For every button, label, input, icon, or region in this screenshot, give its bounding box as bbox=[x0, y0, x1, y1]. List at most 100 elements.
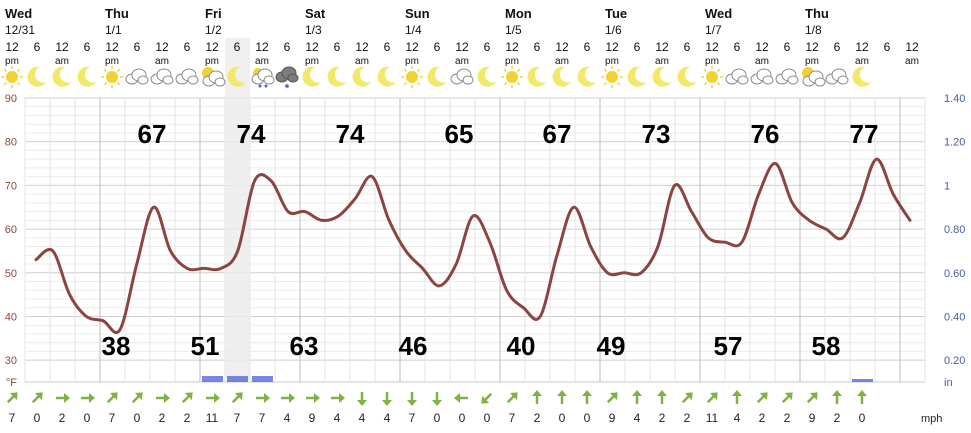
cloudy-icon bbox=[125, 68, 149, 85]
hour-ampm: am bbox=[255, 56, 269, 67]
cloud-part bbox=[287, 73, 299, 83]
cloud-part bbox=[263, 75, 275, 85]
sun-disc bbox=[706, 71, 718, 83]
hour-label: 6 bbox=[34, 40, 41, 54]
wind-arrow-head bbox=[532, 390, 542, 396]
hour-label: 12 bbox=[805, 40, 819, 54]
partly-cloudy-icon bbox=[802, 67, 826, 87]
temperature-line bbox=[34, 157, 912, 334]
wind-arrow-head bbox=[214, 393, 220, 403]
sun-ray bbox=[517, 68, 521, 72]
cloud-part bbox=[837, 75, 849, 85]
wind-speed: 4 bbox=[734, 411, 741, 425]
hour-ampm: am bbox=[755, 56, 769, 67]
wind-arrow-icon bbox=[181, 392, 193, 404]
wind-arrow-icon bbox=[231, 392, 243, 404]
high-temp-label: 74 bbox=[336, 119, 365, 149]
wind-speed: 2 bbox=[759, 411, 766, 425]
moon-icon bbox=[552, 66, 571, 87]
y-tick-right: 0.80 bbox=[944, 224, 965, 236]
cloudy-icon bbox=[175, 68, 199, 85]
hour-labels: 12 pm 6 12 am 6 12 pm 6 12 am 6 12 pm 6 12 am 6 12 pm 6 12 am 6… bbox=[5, 40, 919, 67]
wind-arrow-head bbox=[759, 392, 768, 401]
moon-icon bbox=[652, 66, 671, 87]
cloudy-icon bbox=[150, 68, 174, 85]
moon-icon bbox=[77, 66, 96, 87]
sun-ray bbox=[403, 82, 407, 86]
sun-ray bbox=[717, 82, 721, 86]
cloud-part bbox=[187, 75, 199, 85]
wind-speed: 0 bbox=[84, 411, 91, 425]
moon-icon bbox=[527, 66, 546, 87]
wind-speed: 4 bbox=[384, 411, 391, 425]
cloudy-icon bbox=[725, 68, 749, 85]
sun-ray bbox=[617, 82, 621, 86]
wind-arrow-head bbox=[481, 395, 490, 404]
moon-icon bbox=[577, 66, 596, 87]
wind-arrow-icon bbox=[357, 392, 367, 406]
wind-arrow-icon bbox=[6, 392, 18, 404]
hour-label: 12 bbox=[105, 40, 119, 54]
hour-label: 12 bbox=[555, 40, 569, 54]
wind-speed: 11 bbox=[706, 411, 719, 425]
moon-icon bbox=[477, 66, 496, 87]
wind-arrow-head bbox=[357, 400, 367, 406]
hour-label: 6 bbox=[584, 40, 591, 54]
wind-speed: 0 bbox=[559, 411, 566, 425]
hour-ampm: pm bbox=[305, 56, 319, 67]
hour-label: 12 bbox=[755, 40, 769, 54]
hour-label: 6 bbox=[134, 40, 141, 54]
wind-speed: 2 bbox=[784, 411, 791, 425]
sun-icon bbox=[501, 66, 523, 88]
hour-ampm: am bbox=[655, 56, 669, 67]
hour-label: 6 bbox=[884, 40, 891, 54]
wind-arrow-icon bbox=[256, 393, 270, 403]
sun-ray bbox=[3, 68, 7, 72]
wind-arrow-head bbox=[64, 393, 70, 403]
wind-arrow-icon bbox=[632, 390, 642, 404]
sun-ray bbox=[603, 82, 607, 86]
hour-label: 6 bbox=[484, 40, 491, 54]
y-tick-left: 60 bbox=[5, 224, 17, 236]
day-name: Fri bbox=[205, 6, 222, 21]
wind-arrow-icon bbox=[106, 392, 118, 404]
wind-arrow-icon bbox=[606, 392, 618, 404]
moon-crescent bbox=[52, 66, 71, 87]
moon-crescent bbox=[352, 66, 371, 87]
sun-icon bbox=[401, 66, 423, 88]
wind-speed: 2 bbox=[534, 411, 541, 425]
wind-arrow-icon bbox=[706, 392, 718, 404]
sun-ray bbox=[103, 82, 107, 86]
rain-drop bbox=[258, 84, 262, 88]
wind-arrow-head bbox=[832, 390, 842, 396]
day-name: Sun bbox=[405, 6, 430, 21]
temperature-series-line bbox=[34, 157, 912, 334]
wind-arrow-icon bbox=[454, 393, 468, 403]
cloudy-icon bbox=[750, 68, 774, 85]
day-date: 1/2 bbox=[205, 23, 222, 37]
wind-arrow-icon bbox=[56, 393, 70, 403]
sun-ray bbox=[3, 82, 7, 86]
wind-arrow-head bbox=[784, 392, 793, 401]
cloud-part bbox=[787, 75, 799, 85]
wind-arrow-icon bbox=[781, 392, 793, 404]
sun-ray bbox=[503, 68, 507, 72]
wind-speed: 9 bbox=[309, 411, 316, 425]
moon-crescent bbox=[327, 66, 346, 87]
hour-label: 12 bbox=[405, 40, 419, 54]
hour-ampm: am bbox=[155, 56, 169, 67]
wind-arrow-icon bbox=[81, 393, 95, 403]
hour-label: 12 bbox=[505, 40, 519, 54]
hour-label: 12 bbox=[255, 40, 269, 54]
wind-arrow-icon bbox=[506, 392, 518, 404]
hour-label: 12 bbox=[655, 40, 669, 54]
day-date: 1/3 bbox=[305, 23, 322, 37]
moon-icon bbox=[677, 66, 696, 87]
sun-ray bbox=[617, 68, 621, 72]
rain-storm-icon bbox=[275, 66, 299, 88]
wind-speed: 2 bbox=[659, 411, 666, 425]
cloud-part bbox=[814, 77, 826, 87]
hour-label: 6 bbox=[84, 40, 91, 54]
wind-speed: 4 bbox=[284, 411, 291, 425]
wind-arrow-icon bbox=[281, 393, 295, 403]
